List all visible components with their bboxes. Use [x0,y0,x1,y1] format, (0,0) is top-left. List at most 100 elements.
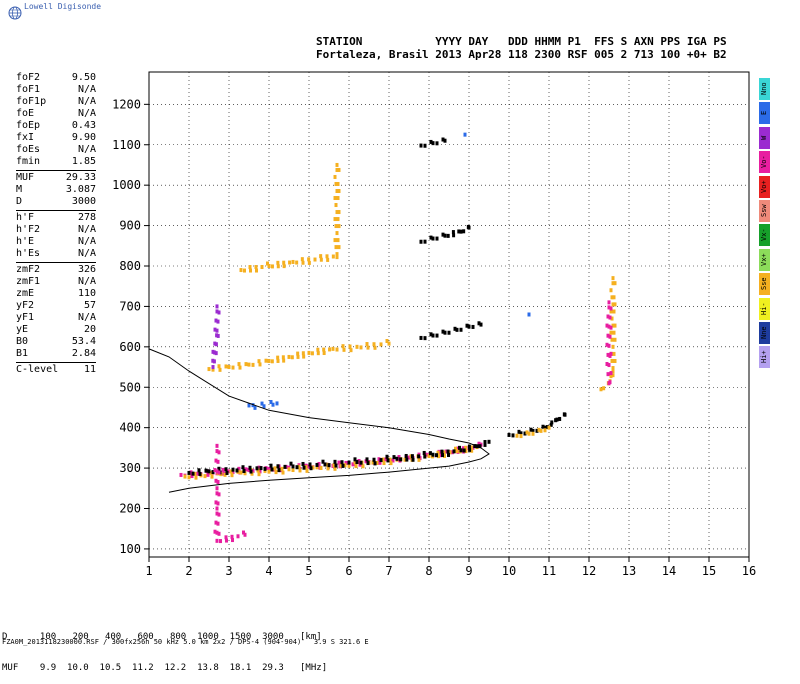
echo-point [247,362,251,367]
param-row: zmE 110 [16,288,96,300]
echo-point [211,367,215,372]
echo-point [429,139,433,144]
param-name: h'F2 [16,224,41,235]
echo-point [327,463,331,468]
echo-point [230,534,234,539]
echo-point [419,335,423,340]
echo-point [307,260,311,265]
echo-point [477,441,481,446]
echo-point [404,453,408,458]
echo-point [248,265,252,270]
x-tick-label: 13 [622,564,636,578]
echo-point [219,539,222,544]
echo-point [335,210,339,215]
echo-point [459,229,463,234]
echo-point [215,530,219,535]
echo-point [365,457,369,462]
echo-point [217,466,221,471]
echo-point [511,433,515,438]
echo-point [385,454,389,459]
echo-point [371,460,375,465]
echo-point [462,229,466,234]
echo-point [214,318,218,323]
echo-point [391,458,395,463]
echo-point [611,369,615,374]
echo-point [269,399,273,404]
echo-point [470,448,474,453]
echo-point [605,342,609,347]
echo-point [602,386,606,391]
echo-point [442,450,446,455]
param-name: zmE [16,288,35,299]
echo-point [447,452,450,457]
echo-point [282,358,286,363]
echo-point [267,466,271,471]
parameter-panel: foF2 9.50 foF1 N/A foF1p N/A foE N/A foEp 0.43 fxI… [16,72,96,376]
echo-point [337,188,341,193]
echo-point [340,460,344,465]
echo-point [423,143,427,148]
echo-trace [211,304,221,370]
echo-point [247,468,251,473]
param-row: M 3.087 [16,184,96,196]
echo-point [379,342,383,347]
echo-point [478,444,482,449]
echo-point [487,439,491,444]
echo-point [608,315,612,320]
echo-point [276,260,280,265]
param-row: h'E N/A [16,236,96,248]
echo-point [531,431,535,436]
echo-point [606,333,610,338]
echo-point [529,427,533,432]
param-name: MUF [16,172,35,183]
echo-trace [239,162,617,392]
echo-point [477,321,481,326]
echo-point [429,235,433,240]
x-tick-label: 6 [345,564,352,578]
y-tick-label: 800 [119,259,141,273]
echo-trace [419,321,483,341]
echo-point [405,457,409,462]
echo-point [349,348,353,353]
echo-point [543,425,547,430]
echo-point [215,538,219,543]
echo-point [341,463,345,468]
echo-point [295,465,299,470]
echo-point [453,326,457,331]
echo-trace [179,441,483,479]
param-name: foF1p [16,96,47,107]
echo-point [305,468,309,473]
echo-point [237,362,241,367]
echo-point [465,323,469,328]
echo-point [431,452,435,457]
echo-point [611,366,615,371]
echo-point [515,433,519,438]
param-name: yF2 [16,300,35,311]
echo-point [211,365,215,370]
echo-point [253,405,257,410]
echo-point [381,457,385,462]
echo-point [270,264,274,269]
echo-point [239,268,243,273]
echo-point [613,281,617,286]
echo-point [427,453,431,458]
echo-point [454,446,457,451]
echo-point [254,265,258,270]
echo-point [479,322,483,327]
x-tick-label: 2 [185,564,192,578]
echo-point [379,458,383,463]
echo-point [282,260,286,265]
echo-point [217,512,221,517]
echo-point [255,268,258,273]
echo-point [333,174,337,179]
echo-point [610,316,614,321]
echo-point [389,461,393,466]
echo-point [507,432,511,437]
legend-swatch-nne: Nne [759,321,770,344]
echo-point [227,365,231,370]
echo-point [215,449,219,454]
echo-point [397,455,401,460]
echo-point [238,365,242,370]
echo-point [337,224,341,229]
legend-label: Sse [760,277,768,291]
